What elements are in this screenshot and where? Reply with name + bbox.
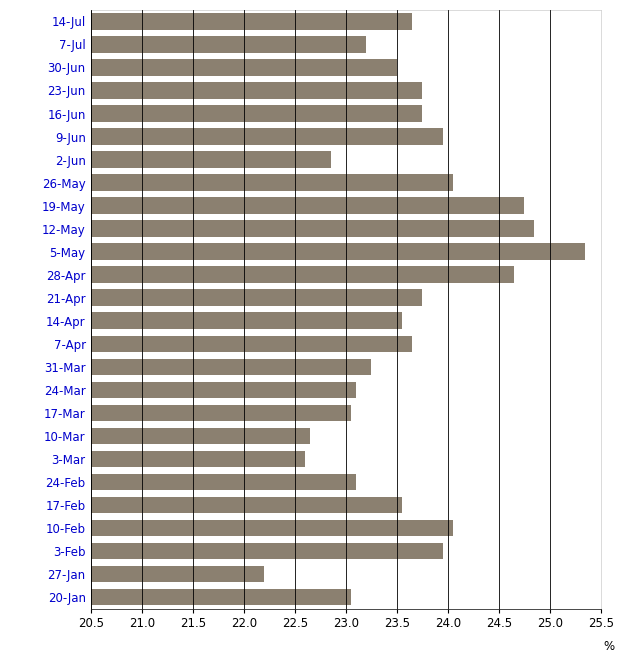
- Bar: [91, 589, 351, 605]
- Bar: [91, 497, 402, 513]
- Bar: [91, 13, 412, 30]
- Bar: [91, 128, 443, 145]
- Bar: [91, 566, 264, 582]
- Bar: [91, 174, 453, 191]
- Text: %: %: [603, 640, 615, 653]
- Bar: [91, 474, 356, 490]
- Bar: [91, 197, 524, 214]
- Bar: [91, 36, 366, 53]
- Bar: [91, 405, 351, 421]
- Bar: [91, 313, 402, 329]
- Bar: [91, 543, 443, 559]
- Bar: [91, 266, 514, 283]
- Bar: [91, 382, 356, 398]
- Bar: [91, 336, 412, 352]
- Bar: [91, 428, 310, 444]
- Bar: [91, 105, 422, 122]
- Bar: [91, 151, 331, 168]
- Bar: [91, 59, 397, 76]
- Bar: [91, 290, 422, 306]
- Bar: [91, 82, 422, 99]
- Bar: [91, 220, 535, 237]
- Bar: [91, 451, 305, 467]
- Bar: [91, 359, 371, 375]
- Bar: [91, 520, 453, 536]
- Bar: [91, 243, 586, 260]
